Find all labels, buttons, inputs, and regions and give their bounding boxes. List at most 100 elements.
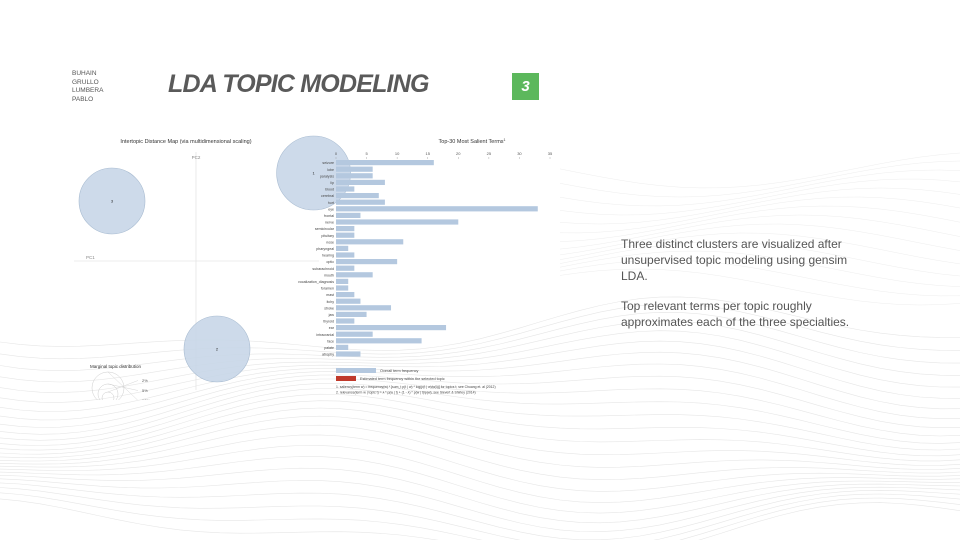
term-bar <box>336 179 385 185</box>
term-label: lobe <box>327 168 334 172</box>
term-bar <box>336 173 373 179</box>
term-bar <box>336 219 459 225</box>
term-bar <box>336 305 392 311</box>
term-bar <box>336 193 379 199</box>
pc1-label: PC1 <box>86 255 95 260</box>
marginal-label: 2% <box>142 378 148 383</box>
wave-line <box>559 223 960 256</box>
wave-line <box>0 378 960 437</box>
term-label: semicircular <box>315 227 335 231</box>
wave-line <box>0 393 960 457</box>
author-name: GRULLO <box>72 78 99 86</box>
wave-line <box>0 467 960 524</box>
wave-line <box>559 152 960 189</box>
author-name: PABLO <box>72 95 94 103</box>
wave-line <box>0 388 960 451</box>
term-label: nerve <box>325 221 334 225</box>
pc2-label: PC2 <box>192 155 201 160</box>
topic-label: 2 <box>216 347 219 352</box>
marginal-label: 10% <box>142 398 150 400</box>
author-list: BUHAIN GRULLO LUMBERA PABLO <box>72 70 103 104</box>
slide-title: LDA TOPIC MODELING <box>168 70 429 98</box>
wave-line <box>559 196 960 234</box>
wave-line <box>0 400 960 462</box>
term-label: hearing <box>322 254 334 258</box>
term-bar <box>336 331 373 337</box>
wave-line <box>559 169 960 207</box>
term-bar <box>336 285 349 291</box>
x-tick-label: 30 <box>517 151 522 156</box>
term-bar <box>336 298 361 304</box>
ldavis-figure: Intertopic Distance Map (via multidimens… <box>74 128 564 405</box>
term-label: foramen <box>321 287 334 291</box>
term-label: mast <box>326 293 334 297</box>
term-label: mouth <box>324 273 334 277</box>
term-bar <box>336 351 361 357</box>
term-label: pituitary <box>321 234 334 238</box>
term-bar <box>336 325 447 331</box>
term-bar <box>336 226 355 232</box>
term-bar <box>336 232 355 238</box>
term-bar <box>336 160 434 166</box>
term-bar <box>336 252 355 258</box>
term-label: seizure <box>322 161 334 165</box>
wave-line <box>0 482 960 540</box>
term-bar <box>336 186 355 192</box>
wave-line <box>0 383 960 444</box>
x-tick-label: 25 <box>487 151 492 156</box>
legend-topic-swatch <box>336 376 356 381</box>
term-label: jaw <box>328 313 335 317</box>
term-bar <box>336 338 422 344</box>
wave-line <box>0 311 960 372</box>
term-bar <box>336 239 404 245</box>
wave-line <box>0 445 960 503</box>
wave-line <box>559 160 960 198</box>
term-bar <box>336 311 367 317</box>
term-label: eye <box>328 207 334 211</box>
footnote: 2. relevance(term w | topic t) = λ * p(w… <box>336 391 476 395</box>
marginal-label: 5% <box>142 388 148 393</box>
topic-circle <box>276 135 351 211</box>
term-label: atrophy <box>322 353 334 357</box>
marginal-leader <box>107 383 139 391</box>
term-bar <box>336 245 349 251</box>
legend-topic-label: Estimated term frequency within the sele… <box>360 377 445 381</box>
wave-line <box>559 205 960 242</box>
term-label: face <box>327 339 334 343</box>
term-label: palate <box>324 346 334 350</box>
wave-line <box>559 214 960 250</box>
wave-line <box>559 178 960 216</box>
topic-circle <box>183 315 251 383</box>
term-label: intracranial <box>316 333 334 337</box>
wave-line <box>0 296 960 351</box>
term-bar <box>336 265 355 271</box>
marginal-circle <box>91 371 125 405</box>
wave-line <box>0 351 960 412</box>
term-bar <box>336 259 398 265</box>
wave-line <box>0 424 960 480</box>
term-label: nose <box>326 240 334 244</box>
wave-line <box>0 498 960 540</box>
description-paragraph: Top relevant terms per topic roughly app… <box>621 299 850 330</box>
term-bar <box>336 318 355 324</box>
topic-circle <box>78 167 146 235</box>
wave-line <box>0 492 960 540</box>
wave-line <box>559 241 960 277</box>
x-tick-label: 10 <box>395 151 400 156</box>
term-label: paralysis <box>320 174 334 178</box>
term-label: ear <box>329 326 335 330</box>
bars-title: Top-30 Most Salient Terms1 <box>439 138 506 145</box>
wave-line <box>0 487 960 540</box>
term-bar <box>336 344 349 350</box>
wave-line <box>0 330 960 393</box>
wave-line <box>559 259 960 297</box>
legend-overall-swatch <box>336 368 376 373</box>
term-label: optic <box>326 260 334 264</box>
term-label: lip <box>330 181 334 185</box>
wave-line <box>0 320 960 383</box>
wave-line <box>559 232 960 265</box>
wave-line <box>0 415 960 470</box>
ldavis-svg: Intertopic Distance Map (via multidimens… <box>74 135 553 405</box>
wave-line <box>559 187 960 225</box>
wave-line <box>0 434 960 492</box>
